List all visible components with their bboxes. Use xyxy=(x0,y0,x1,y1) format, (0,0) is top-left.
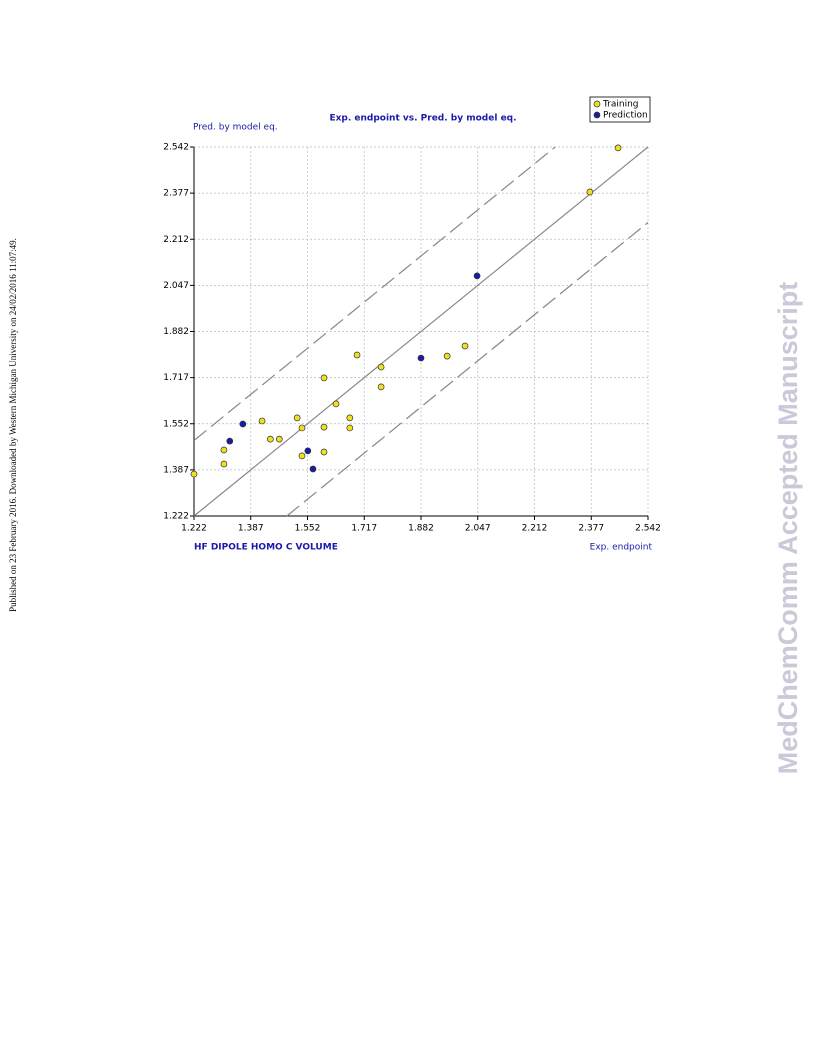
y-tick-label: 2.542 xyxy=(163,143,189,153)
y-tick-label: 2.377 xyxy=(163,189,189,199)
y-tick-label: 1.222 xyxy=(163,512,189,522)
y-tick-label: 1.717 xyxy=(163,373,189,383)
point xyxy=(304,447,312,455)
band-line xyxy=(193,146,556,441)
point xyxy=(190,470,198,478)
point xyxy=(320,448,328,456)
x-tick-label: 1.552 xyxy=(295,524,321,534)
point xyxy=(443,352,451,360)
point xyxy=(614,144,622,152)
y-tick-label: 2.212 xyxy=(163,235,189,245)
point xyxy=(298,452,306,460)
legend-marker xyxy=(593,111,601,119)
watermark: MedChemComm Accepted Manuscript xyxy=(773,282,803,775)
y-tick-label: 1.387 xyxy=(163,465,189,475)
legend-box xyxy=(589,96,651,123)
point xyxy=(377,363,385,371)
x-tick-label: 2.212 xyxy=(522,524,548,534)
x-tick-label: 2.377 xyxy=(578,524,604,534)
point xyxy=(220,446,228,454)
side-note: Published on 23 February 2016. Downloade… xyxy=(8,238,18,612)
point xyxy=(461,342,469,350)
point xyxy=(320,374,328,382)
point xyxy=(377,383,385,391)
x-tick-label: 1.222 xyxy=(181,524,207,534)
y-tick-label: 1.882 xyxy=(163,327,189,337)
point xyxy=(298,424,306,432)
legend-label: Prediction xyxy=(603,111,648,121)
point xyxy=(293,414,301,422)
point xyxy=(220,460,228,468)
band-line xyxy=(286,222,649,517)
point xyxy=(586,188,594,196)
point xyxy=(346,424,354,432)
identity-line xyxy=(193,146,649,517)
point xyxy=(275,435,283,443)
x-tick-label: 2.542 xyxy=(635,524,661,534)
point xyxy=(353,351,361,359)
y-axis-label: Pred. by model eq. xyxy=(193,123,278,133)
legend-label: Training xyxy=(602,100,639,110)
point xyxy=(258,417,266,425)
point xyxy=(346,414,354,422)
point xyxy=(332,400,340,408)
y-tick-label: 1.552 xyxy=(163,419,189,429)
descriptors: HF DIPOLE HOMO C VOLUME xyxy=(194,543,338,553)
x-tick-label: 1.717 xyxy=(351,524,377,534)
point xyxy=(320,423,328,431)
point xyxy=(226,437,234,445)
point xyxy=(267,435,274,443)
x-tick-label: 1.387 xyxy=(238,524,264,534)
point xyxy=(417,354,425,362)
point xyxy=(473,272,481,280)
point xyxy=(239,420,247,428)
x-tick-label: 1.882 xyxy=(408,524,434,534)
x-axis-label: Exp. endpoint xyxy=(590,543,653,553)
y-tick-label: 2.047 xyxy=(163,281,189,291)
point xyxy=(309,465,317,473)
legend-marker xyxy=(593,100,601,108)
x-tick-label: 2.047 xyxy=(465,524,491,534)
chart-title: Exp. endpoint vs. Pred. by model eq. xyxy=(329,114,516,124)
